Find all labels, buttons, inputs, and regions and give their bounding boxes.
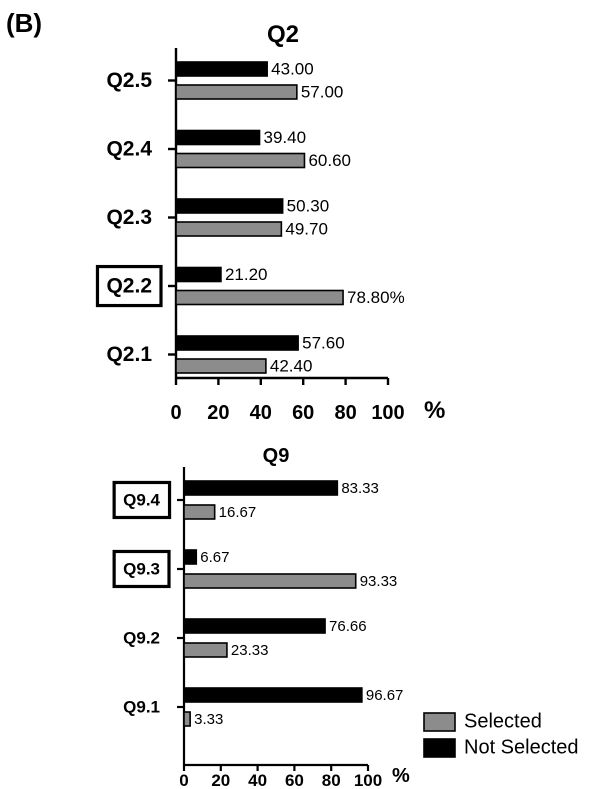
- bar: [175, 84, 298, 100]
- category-label: Q2.2: [106, 275, 152, 298]
- category-label: Q9.3: [123, 559, 160, 578]
- x-tick-label: 20: [211, 771, 230, 789]
- bar-value-label: 83.33: [341, 480, 379, 497]
- x-tick-label: 80: [334, 402, 356, 424]
- category-highlight-box: [95, 264, 163, 308]
- bar: [183, 687, 363, 703]
- x-tick-label: 40: [248, 771, 267, 789]
- x-tick-label: 0: [179, 771, 188, 789]
- bar: [175, 221, 283, 237]
- bar: [183, 711, 191, 727]
- bar-value-label: 57.60: [302, 333, 345, 352]
- chart-q2: Q2 0 20 40 60 80 100 % Q2.5 43.00 57.00 Q2.4 39.4060…: [95, 21, 445, 424]
- bar-value-label: 93.33: [360, 573, 398, 590]
- legend-swatch: [423, 738, 456, 758]
- x-axis-unit: %: [392, 765, 410, 787]
- bar: [183, 480, 339, 496]
- bar-value-label: 50.30: [287, 196, 330, 215]
- x-tick-label: 40: [250, 402, 272, 424]
- bar: [175, 335, 299, 351]
- bar-value-label: 21.20: [225, 265, 268, 284]
- x-axis-unit: %: [424, 397, 445, 424]
- bar: [175, 358, 267, 374]
- category-label: Q2.3: [106, 206, 152, 229]
- bar: [183, 504, 216, 520]
- bar-value-label: 23.33: [231, 642, 269, 659]
- bar-value-label: 76.66: [329, 618, 367, 635]
- category-label: Q9.2: [123, 628, 160, 647]
- bar: [183, 573, 357, 589]
- category-label: Q2.4: [106, 138, 152, 161]
- legend: Selected Not Selected: [423, 710, 579, 758]
- bar-value-label: 60.60: [308, 151, 351, 170]
- bar-value-label: 39.40: [264, 128, 307, 147]
- bar: [175, 152, 306, 169]
- bar-value-label: 78.80%: [347, 288, 405, 307]
- bar: [183, 549, 198, 565]
- x-tick-label: 60: [285, 771, 304, 789]
- bar-value-label: 3.33: [194, 711, 223, 728]
- bar: [175, 289, 344, 306]
- category-highlight-box: [112, 480, 172, 520]
- legend-label: Not Selected: [464, 736, 579, 758]
- x-tick-label: 60: [292, 402, 314, 424]
- x-tick-label: 80: [322, 771, 341, 789]
- bar-value-label: 96.67: [366, 687, 404, 704]
- category-label: Q2.1: [106, 343, 152, 366]
- x-tick-label: 100: [371, 402, 404, 424]
- bar: [183, 642, 228, 658]
- bar-value-label: 16.67: [219, 504, 257, 521]
- legend-label: Selected: [464, 710, 542, 732]
- bar-value-label: 57.00: [301, 82, 344, 101]
- x-tick-label: 100: [354, 771, 382, 789]
- bar: [175, 198, 284, 214]
- bar-value-label: 49.70: [285, 219, 328, 238]
- x-tick-label: 0: [170, 402, 181, 424]
- chart-title: Q9: [263, 445, 290, 467]
- category-label: Q2.5: [106, 69, 152, 92]
- chart-title: Q2: [267, 21, 299, 48]
- category-highlight-box: [112, 549, 171, 589]
- bar-value-label: 43.00: [271, 59, 314, 78]
- bar: [175, 61, 268, 77]
- bar-value-label: 42.40: [270, 356, 313, 375]
- chart-q9: Q9 0 20 40 60 80 100 % Q9.4 83.33 16.67 Q9.3 6.67 93.…: [112, 445, 410, 789]
- legend-swatch: [423, 712, 456, 732]
- bar: [175, 129, 261, 146]
- panel-label: (B): [6, 8, 42, 38]
- x-tick-label: 20: [207, 402, 229, 424]
- bar: [175, 266, 222, 283]
- category-label: Q9.1: [123, 697, 160, 716]
- category-label: Q9.4: [123, 490, 160, 509]
- bar: [183, 618, 326, 634]
- bar-value-label: 6.67: [200, 549, 229, 566]
